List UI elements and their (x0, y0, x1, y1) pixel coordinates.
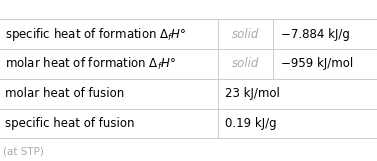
Text: (at STP): (at STP) (3, 146, 44, 156)
Text: specific heat of fusion: specific heat of fusion (5, 117, 134, 130)
Text: specific heat of formation $\Delta_f H°$: specific heat of formation $\Delta_f H°$ (5, 26, 186, 43)
Text: molar heat of formation $\Delta_f H°$: molar heat of formation $\Delta_f H°$ (5, 56, 176, 72)
Text: 0.19 kJ/g: 0.19 kJ/g (225, 117, 277, 130)
Text: molar heat of fusion: molar heat of fusion (5, 87, 124, 100)
Text: solid: solid (232, 57, 259, 71)
Text: 23 kJ/mol: 23 kJ/mol (225, 87, 280, 100)
Text: −959 kJ/mol: −959 kJ/mol (281, 57, 353, 71)
Text: solid: solid (232, 28, 259, 41)
Text: −7.884 kJ/g: −7.884 kJ/g (281, 28, 350, 41)
